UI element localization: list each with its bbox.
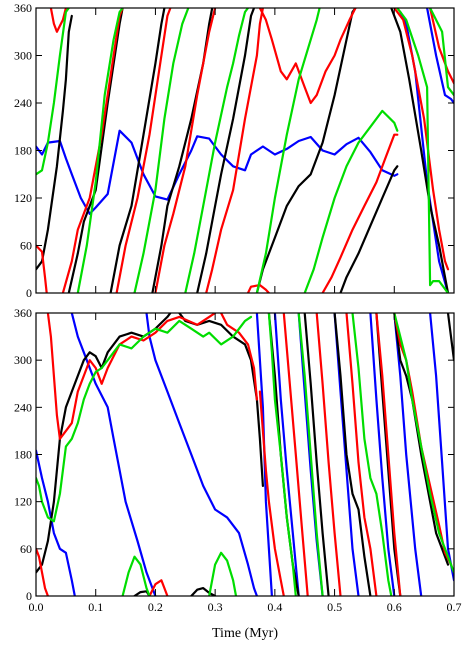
bottom-series-line-17: [446, 313, 454, 362]
bottom-series-line-32: [297, 313, 324, 596]
top-y-tick-label: 300: [14, 49, 32, 63]
bottom-series-line-3: [255, 313, 273, 596]
top-panel: 0 60 120 180 240 300 360: [14, 1, 455, 300]
bottom-series-line-13: [303, 313, 330, 596]
bottom-series-line-27: [375, 313, 402, 596]
top-series-line-25: [184, 8, 250, 293]
bottom-x-tick-label: 0.4: [267, 600, 282, 614]
bottom-series-line-35: [121, 555, 151, 596]
top-series-line-23: [76, 8, 124, 293]
top-series-line-24: [133, 8, 190, 293]
bottom-y-tick-label: 180: [14, 448, 32, 462]
x-axis-label: Time (Myr): [212, 626, 278, 641]
top-series-line-14: [115, 8, 172, 293]
bottom-series-line-30: [36, 315, 253, 523]
bottom-series-line-34: [393, 313, 454, 574]
bottom-x-tick-label: 0.2: [148, 600, 163, 614]
top-series-line-16: [205, 8, 264, 293]
bottom-series-line-29: [148, 579, 169, 596]
top-series-line-6: [151, 8, 214, 293]
bottom-series-line-1: [70, 313, 157, 596]
bottom-y-tick-label: 240: [14, 400, 32, 414]
bottom-series-line-20: [36, 547, 49, 596]
bottom-x-tick-label: 0.6: [387, 600, 402, 614]
top-series-line-18: [321, 133, 399, 293]
bottom-series-line-24: [282, 313, 309, 596]
top-series-line-27: [303, 109, 399, 293]
top-series-line-15: [154, 8, 217, 293]
top-series-line-7: [196, 8, 256, 293]
bottom-series-line-22: [220, 313, 258, 401]
bottom-y-tick-label: 360: [14, 306, 32, 320]
top-series-line-29: [429, 8, 454, 97]
bottom-x-tick-label: 0.5: [327, 600, 342, 614]
bottom-panel-series: [36, 313, 454, 596]
top-series-line-20: [429, 8, 454, 85]
top-series-line-2: [426, 8, 454, 105]
bottom-y-tick-label: 0: [26, 589, 32, 603]
bottom-panel-frame: [35, 312, 455, 597]
bottom-y-tick-label: 60: [20, 542, 32, 556]
bottom-series-line-10: [36, 313, 172, 574]
bottom-x-tick-label: 0.7: [447, 600, 462, 614]
bottom-series-line-26: [345, 313, 378, 596]
bottom-series-line-14: [333, 313, 372, 596]
top-series-line-9: [339, 165, 399, 293]
bottom-series-line-36: [208, 551, 238, 596]
bottom-series-line-0: [36, 449, 76, 596]
bottom-series-line-4: [273, 313, 300, 596]
bottom-x-tick-label: 0.1: [88, 600, 103, 614]
top-series-line-11: [36, 244, 48, 293]
top-y-tick-label: 120: [14, 191, 32, 205]
top-series-line-17: [258, 8, 357, 105]
top-y-tick-label: 240: [14, 96, 32, 110]
bottom-y-tick-label: 120: [14, 495, 32, 509]
bottom-series-line-23: [258, 390, 285, 596]
bottom-x-tick-label: 0.3: [208, 600, 223, 614]
bottom-series-line-33: [351, 313, 393, 596]
top-series-line-21: [246, 284, 270, 293]
bottom-series-line-19: [190, 587, 217, 596]
top-y-tick-label: 180: [14, 144, 32, 158]
top-series-line-26: [255, 8, 321, 293]
bottom-series-line-11: [178, 313, 264, 487]
bottom-series-line-31: [267, 313, 297, 596]
top-series-line-8: [255, 8, 357, 293]
bottom-panel-axes: 0 60 120 180 240 300 360 0.0 0.1 0.2 0.3 0.4 0.5 0.6 0…: [14, 306, 462, 614]
top-series-line-5: [109, 8, 166, 293]
top-series-line-12: [49, 8, 67, 33]
top-y-tick-label: 0: [26, 286, 32, 300]
bottom-series-line-25: [315, 313, 342, 596]
bottom-series-line-16: [393, 313, 450, 566]
bottom-series-line-7: [369, 313, 396, 596]
bottom-y-tick-label: 300: [14, 353, 32, 367]
top-series-line-28: [396, 8, 450, 293]
top-series-line-22: [36, 8, 70, 176]
bottom-series-line-8: [393, 313, 423, 596]
bottom-series-line-2: [145, 313, 258, 596]
bottom-x-tick-label: 0.0: [29, 600, 44, 614]
top-series-line-1: [399, 10, 450, 293]
top-y-tick-label: 60: [20, 239, 32, 253]
bottom-panel: 0 60 120 180 240 300 360 0.0 0.1 0.2 0.3 0.4 0.5 0.6 0…: [14, 306, 462, 614]
top-series-line-10: [390, 8, 450, 293]
top-panel-frame: [35, 7, 455, 294]
top-series-line-0: [36, 129, 399, 215]
top-series-line-13: [61, 8, 124, 293]
top-panel-series: [36, 8, 454, 293]
bottom-series-line-21: [46, 313, 217, 440]
top-y-tick-label: 360: [14, 1, 32, 15]
